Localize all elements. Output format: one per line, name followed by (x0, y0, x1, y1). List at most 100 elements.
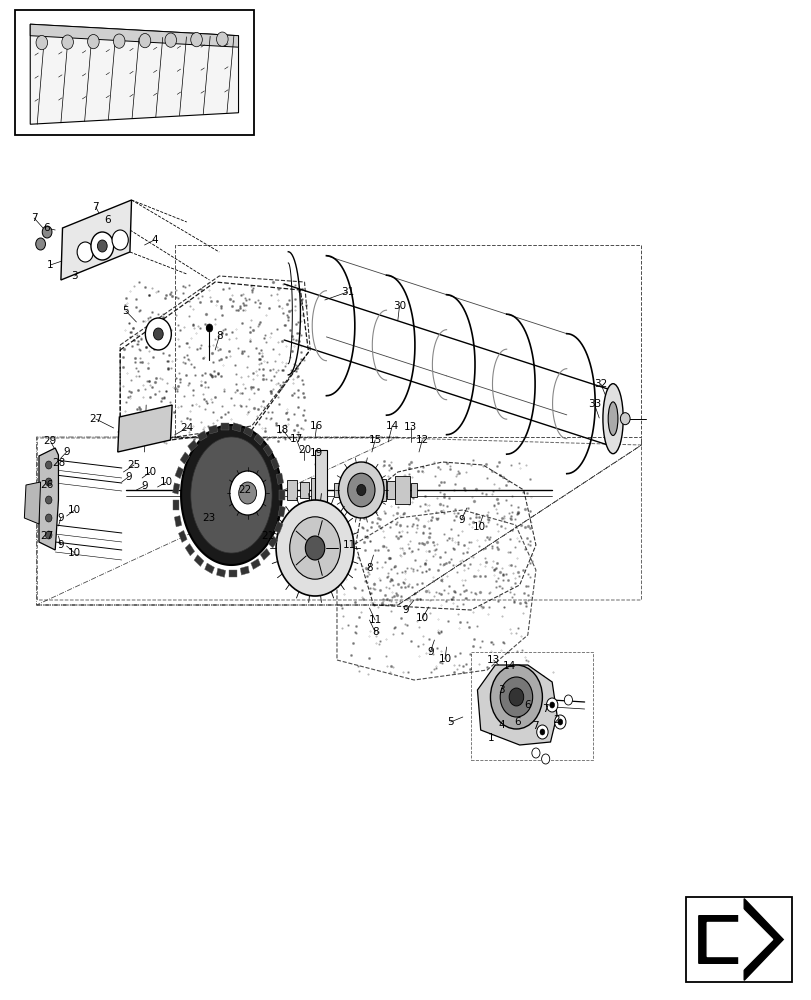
Bar (268, 536, 277, 548)
Circle shape (45, 496, 52, 504)
Circle shape (238, 482, 256, 504)
Polygon shape (118, 405, 172, 452)
Circle shape (500, 677, 532, 717)
Text: 9: 9 (402, 605, 409, 615)
Polygon shape (477, 665, 556, 745)
Text: 10: 10 (68, 505, 81, 515)
Bar (260, 548, 270, 560)
Bar (208, 425, 217, 434)
Circle shape (97, 240, 107, 252)
Circle shape (91, 232, 114, 260)
Text: 33: 33 (587, 399, 600, 409)
Ellipse shape (607, 402, 617, 435)
Circle shape (191, 33, 202, 47)
Text: 9: 9 (141, 481, 148, 491)
Text: 3: 3 (71, 271, 78, 281)
Text: 8: 8 (371, 627, 378, 637)
Polygon shape (698, 899, 783, 980)
Circle shape (531, 748, 539, 758)
Text: 5: 5 (122, 306, 129, 316)
Polygon shape (61, 200, 131, 280)
Text: 8: 8 (216, 331, 222, 341)
Circle shape (45, 478, 52, 486)
Bar (311, 478, 327, 502)
Text: 26: 26 (41, 480, 54, 490)
Text: 5: 5 (447, 717, 453, 727)
Circle shape (45, 461, 52, 469)
Bar (243, 426, 253, 437)
Circle shape (62, 35, 73, 49)
Bar (15, 10, 254, 135)
Polygon shape (191, 437, 272, 553)
Circle shape (620, 413, 629, 425)
Bar (240, 566, 249, 575)
Circle shape (139, 34, 151, 48)
Circle shape (114, 34, 125, 48)
Bar (279, 490, 285, 500)
Circle shape (338, 462, 384, 518)
Text: 25: 25 (127, 460, 140, 470)
Text: 11: 11 (368, 615, 381, 625)
Text: 27: 27 (89, 414, 102, 424)
Bar (251, 559, 260, 569)
Text: 17: 17 (290, 434, 303, 444)
Bar (315, 450, 327, 510)
Bar (254, 434, 264, 445)
Text: 20: 20 (298, 445, 311, 455)
Circle shape (42, 226, 52, 238)
Ellipse shape (602, 384, 623, 454)
Text: 31: 31 (341, 287, 354, 297)
Bar (173, 483, 180, 494)
Bar (395, 476, 410, 504)
Text: 1: 1 (47, 260, 54, 270)
Circle shape (305, 536, 324, 560)
Circle shape (45, 531, 52, 539)
Text: 7: 7 (92, 202, 99, 212)
Circle shape (356, 484, 366, 496)
Text: 4: 4 (151, 235, 157, 245)
Circle shape (508, 688, 523, 706)
Text: 4: 4 (498, 720, 504, 730)
Text: 15: 15 (368, 435, 381, 445)
Bar (300, 482, 308, 498)
Circle shape (490, 665, 542, 729)
Text: 6: 6 (43, 223, 49, 233)
Bar (685, 897, 791, 982)
Bar (174, 467, 183, 479)
Text: 6: 6 (524, 700, 530, 710)
Bar (232, 423, 241, 432)
Circle shape (77, 242, 93, 262)
Text: 6: 6 (105, 215, 111, 225)
Text: 9: 9 (58, 540, 64, 550)
Text: 24: 24 (180, 423, 193, 433)
Bar (174, 516, 182, 527)
Bar (185, 544, 195, 556)
Bar (276, 473, 283, 484)
Bar (217, 568, 225, 577)
Circle shape (112, 230, 128, 250)
Text: 10: 10 (160, 477, 173, 487)
Bar (173, 500, 178, 510)
Circle shape (45, 514, 52, 522)
Circle shape (546, 698, 557, 712)
Polygon shape (706, 906, 772, 974)
Text: 28: 28 (52, 458, 65, 468)
Bar (263, 444, 272, 456)
Text: 32: 32 (594, 379, 607, 389)
Bar (274, 521, 283, 533)
Polygon shape (181, 425, 281, 565)
Text: 30: 30 (393, 301, 406, 311)
Bar (374, 479, 385, 501)
Circle shape (36, 238, 45, 250)
Text: 9: 9 (58, 513, 64, 523)
Text: 7: 7 (532, 721, 539, 731)
Text: 9: 9 (125, 472, 131, 482)
Polygon shape (30, 24, 238, 47)
Bar (187, 440, 197, 452)
Circle shape (153, 328, 163, 340)
Circle shape (206, 324, 212, 332)
Text: 27: 27 (41, 531, 54, 541)
Text: 7: 7 (31, 213, 37, 223)
Circle shape (549, 702, 554, 708)
Text: 10: 10 (68, 548, 81, 558)
